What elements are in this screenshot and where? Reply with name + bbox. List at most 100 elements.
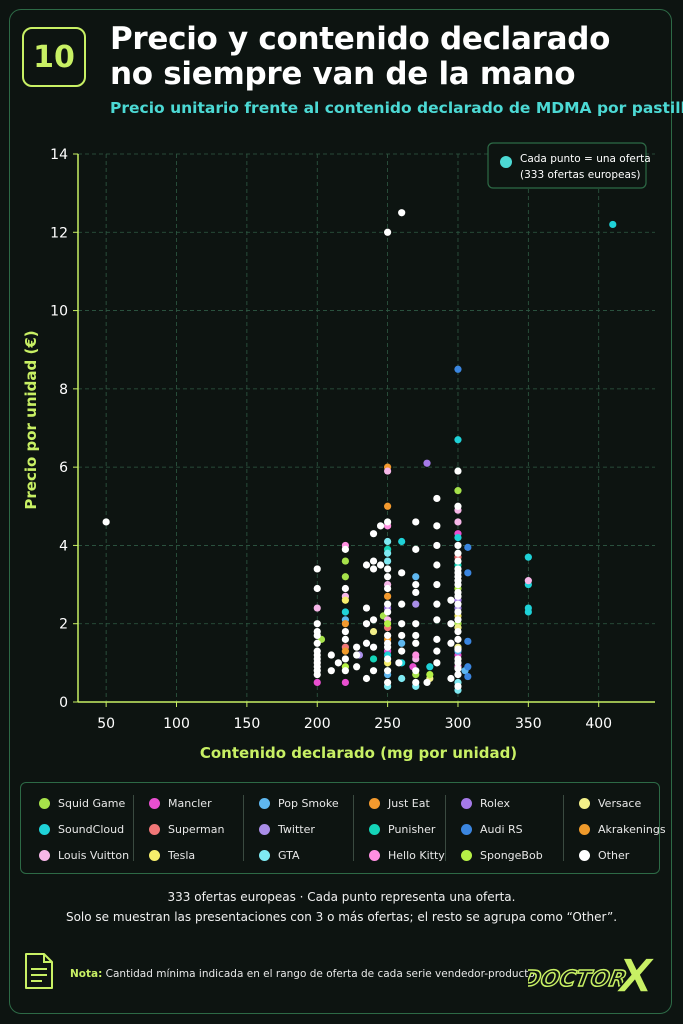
data-point: [412, 545, 420, 553]
data-point: [313, 678, 321, 687]
data-point: [398, 600, 406, 608]
data-point: [398, 620, 406, 628]
data-point: [384, 631, 392, 640]
data-point: [433, 635, 441, 643]
data-point: [384, 678, 392, 687]
y-tick-label: 8: [59, 382, 68, 398]
data-point: [454, 487, 462, 495]
legend-swatch: [259, 850, 270, 861]
legend-swatch: [369, 798, 380, 809]
data-point: [313, 584, 321, 593]
title-line-1: Precio y contenido declarado: [110, 21, 611, 57]
data-point: [362, 620, 371, 628]
legend-label: Hello Kitty: [388, 849, 445, 862]
data-point: [341, 584, 349, 593]
legend-swatch: [149, 850, 160, 861]
legend-item: Hello Kitty: [369, 849, 445, 862]
data-point: [412, 580, 420, 589]
data-point: [454, 655, 462, 663]
legend-note-box: [487, 142, 647, 189]
legend-item: Audi RS: [461, 823, 523, 836]
data-point: [398, 537, 406, 546]
data-point: [412, 600, 420, 608]
data-point: [376, 522, 385, 530]
data-point: [464, 569, 472, 577]
data-point: [327, 667, 335, 675]
page-subtitle: Precio unitario frente al contenido decl…: [110, 99, 683, 117]
document-icon: [25, 953, 53, 989]
legend-note-line-1: Cada punto = una oferta: [520, 153, 651, 165]
y-tick-label: 6: [59, 460, 68, 476]
legend-item: Mancler: [149, 797, 212, 810]
data-point: [313, 631, 321, 640]
legend-swatch: [259, 798, 270, 809]
data-point: [341, 596, 349, 604]
legend-swatch: [579, 798, 590, 809]
data-point: [426, 663, 434, 671]
data-point: [412, 631, 420, 640]
data-point: [524, 553, 532, 561]
data-point: [369, 530, 378, 538]
data-point: [433, 616, 441, 624]
legend-swatch: [149, 798, 160, 809]
legend-item: SpongeBob: [461, 849, 543, 862]
data-point: [384, 557, 392, 565]
legend-label: Versace: [598, 797, 642, 810]
data-point: [454, 645, 462, 653]
data-point: [369, 643, 378, 651]
data-point: [369, 655, 378, 663]
data-point: [524, 604, 532, 612]
data-point: [102, 518, 110, 526]
data-point: [454, 635, 462, 643]
data-point: [412, 573, 420, 581]
legend-note-line-2: (333 ofertas europeas): [520, 169, 640, 181]
data-point: [362, 604, 371, 612]
data-point: [327, 651, 335, 659]
legend-label: Squid Game: [58, 797, 126, 810]
data-point: [454, 616, 462, 624]
legend-label: Mancler: [168, 797, 212, 810]
data-point: [341, 655, 349, 663]
data-point: [384, 502, 392, 510]
data-point: [369, 616, 378, 624]
data-point: [384, 639, 392, 647]
data-point: [454, 502, 462, 510]
x-tick-label: 50: [97, 716, 115, 732]
data-point: [313, 620, 321, 628]
data-point: [412, 588, 420, 596]
legend-label: SpongeBob: [480, 849, 543, 862]
data-point: [395, 659, 403, 667]
legend-item: GTA: [259, 849, 300, 862]
legend-swatch: [259, 824, 270, 835]
legend-swatch: [149, 824, 160, 835]
data-point: [398, 639, 406, 647]
title-line-2: no siempre van de la mano: [110, 56, 576, 92]
x-axis-label: Contenido declarado (mg por unidad): [200, 744, 517, 762]
data-point: [454, 627, 462, 636]
legend-label: Akrakenings: [598, 823, 666, 836]
data-point: [353, 651, 361, 659]
legend-divider: [353, 795, 354, 861]
legend-divider: [445, 795, 446, 861]
data-point: [464, 672, 472, 681]
page-title: Precio y contenido declarado no siempre …: [110, 22, 670, 92]
data-point: [353, 663, 361, 671]
footer-line-2: Solo se muestran las presentaciones con …: [65, 910, 618, 924]
legend-item: Rolex: [461, 797, 510, 810]
data-point: [454, 467, 462, 475]
data-point: [313, 639, 321, 647]
y-tick-label: 0: [59, 695, 68, 711]
data-point: [384, 667, 392, 675]
legend-label: Twitter: [278, 823, 315, 836]
legend-swatch: [369, 824, 380, 835]
legend-label: Tesla: [168, 849, 196, 862]
y-tick-label: 12: [50, 225, 68, 241]
data-point: [412, 639, 420, 647]
legend-item: Just Eat: [369, 797, 430, 810]
logo-x-text: X: [615, 949, 656, 1000]
data-point: [398, 674, 406, 683]
legend-label: Just Eat: [388, 797, 430, 810]
card-frame: [9, 9, 672, 1014]
x-tick-label: 400: [585, 716, 612, 732]
data-point: [454, 565, 462, 573]
